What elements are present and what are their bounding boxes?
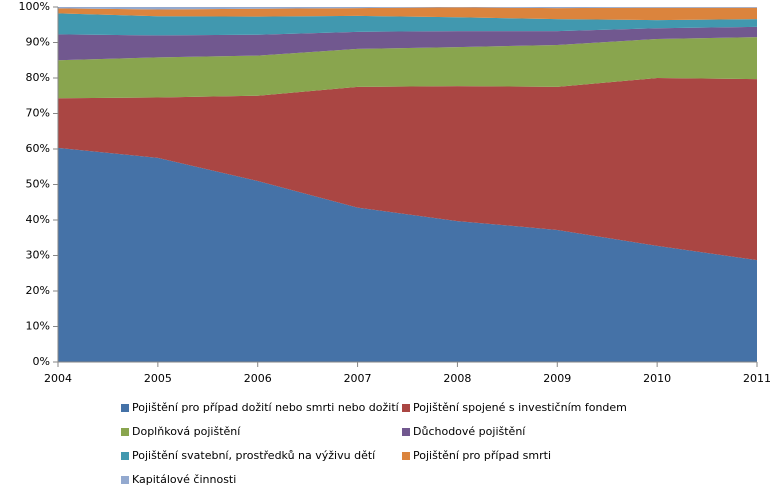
legend-swatch [402, 404, 410, 412]
y-tick-label: 60% [26, 142, 50, 155]
y-tick-label: 50% [26, 178, 50, 191]
legend-swatch [402, 428, 410, 436]
area [58, 7, 757, 21]
x-tick-label: 2010 [643, 372, 671, 385]
legend-label: Pojištění spojené s investičním fondem [413, 401, 627, 414]
x-tick-label: 2005 [144, 372, 172, 385]
area [58, 37, 757, 99]
area [58, 7, 757, 10]
x-tick-label: 2011 [743, 372, 771, 385]
x-tick-label: 2007 [344, 372, 372, 385]
legend-label: Důchodové pojištění [413, 425, 526, 438]
area [58, 13, 757, 36]
legend-swatch [121, 404, 129, 412]
area [58, 26, 757, 61]
y-tick-label: 10% [26, 320, 50, 333]
legend-label: Pojištění svatební, prostředků na výživu… [132, 449, 376, 462]
area [58, 78, 757, 261]
y-tick-label: 70% [26, 107, 50, 120]
y-tick-label: 100% [19, 0, 50, 13]
y-tick-label: 90% [26, 36, 50, 49]
y-tick-label: 0% [33, 355, 50, 368]
x-tick-label: 2008 [443, 372, 471, 385]
x-tick-label: 2006 [244, 372, 272, 385]
y-tick-label: 80% [26, 71, 50, 84]
legend-swatch [121, 452, 129, 460]
legend-swatch [121, 476, 129, 484]
legend-swatch [121, 428, 129, 436]
legend-swatch [402, 452, 410, 460]
area [58, 147, 757, 362]
y-tick-label: 20% [26, 284, 50, 297]
y-tick-label: 40% [26, 213, 50, 226]
legend-label: Pojištění pro případ dožití nebo smrti n… [132, 401, 400, 414]
x-tick-label: 2004 [44, 372, 72, 385]
x-tick-label: 2009 [543, 372, 571, 385]
legend-label: Doplňková pojištění [132, 425, 241, 438]
legend-label: Kapitálové činnosti [132, 473, 236, 486]
y-tick-label: 30% [26, 249, 50, 262]
legend-label: Pojištění pro případ smrti [413, 449, 551, 462]
